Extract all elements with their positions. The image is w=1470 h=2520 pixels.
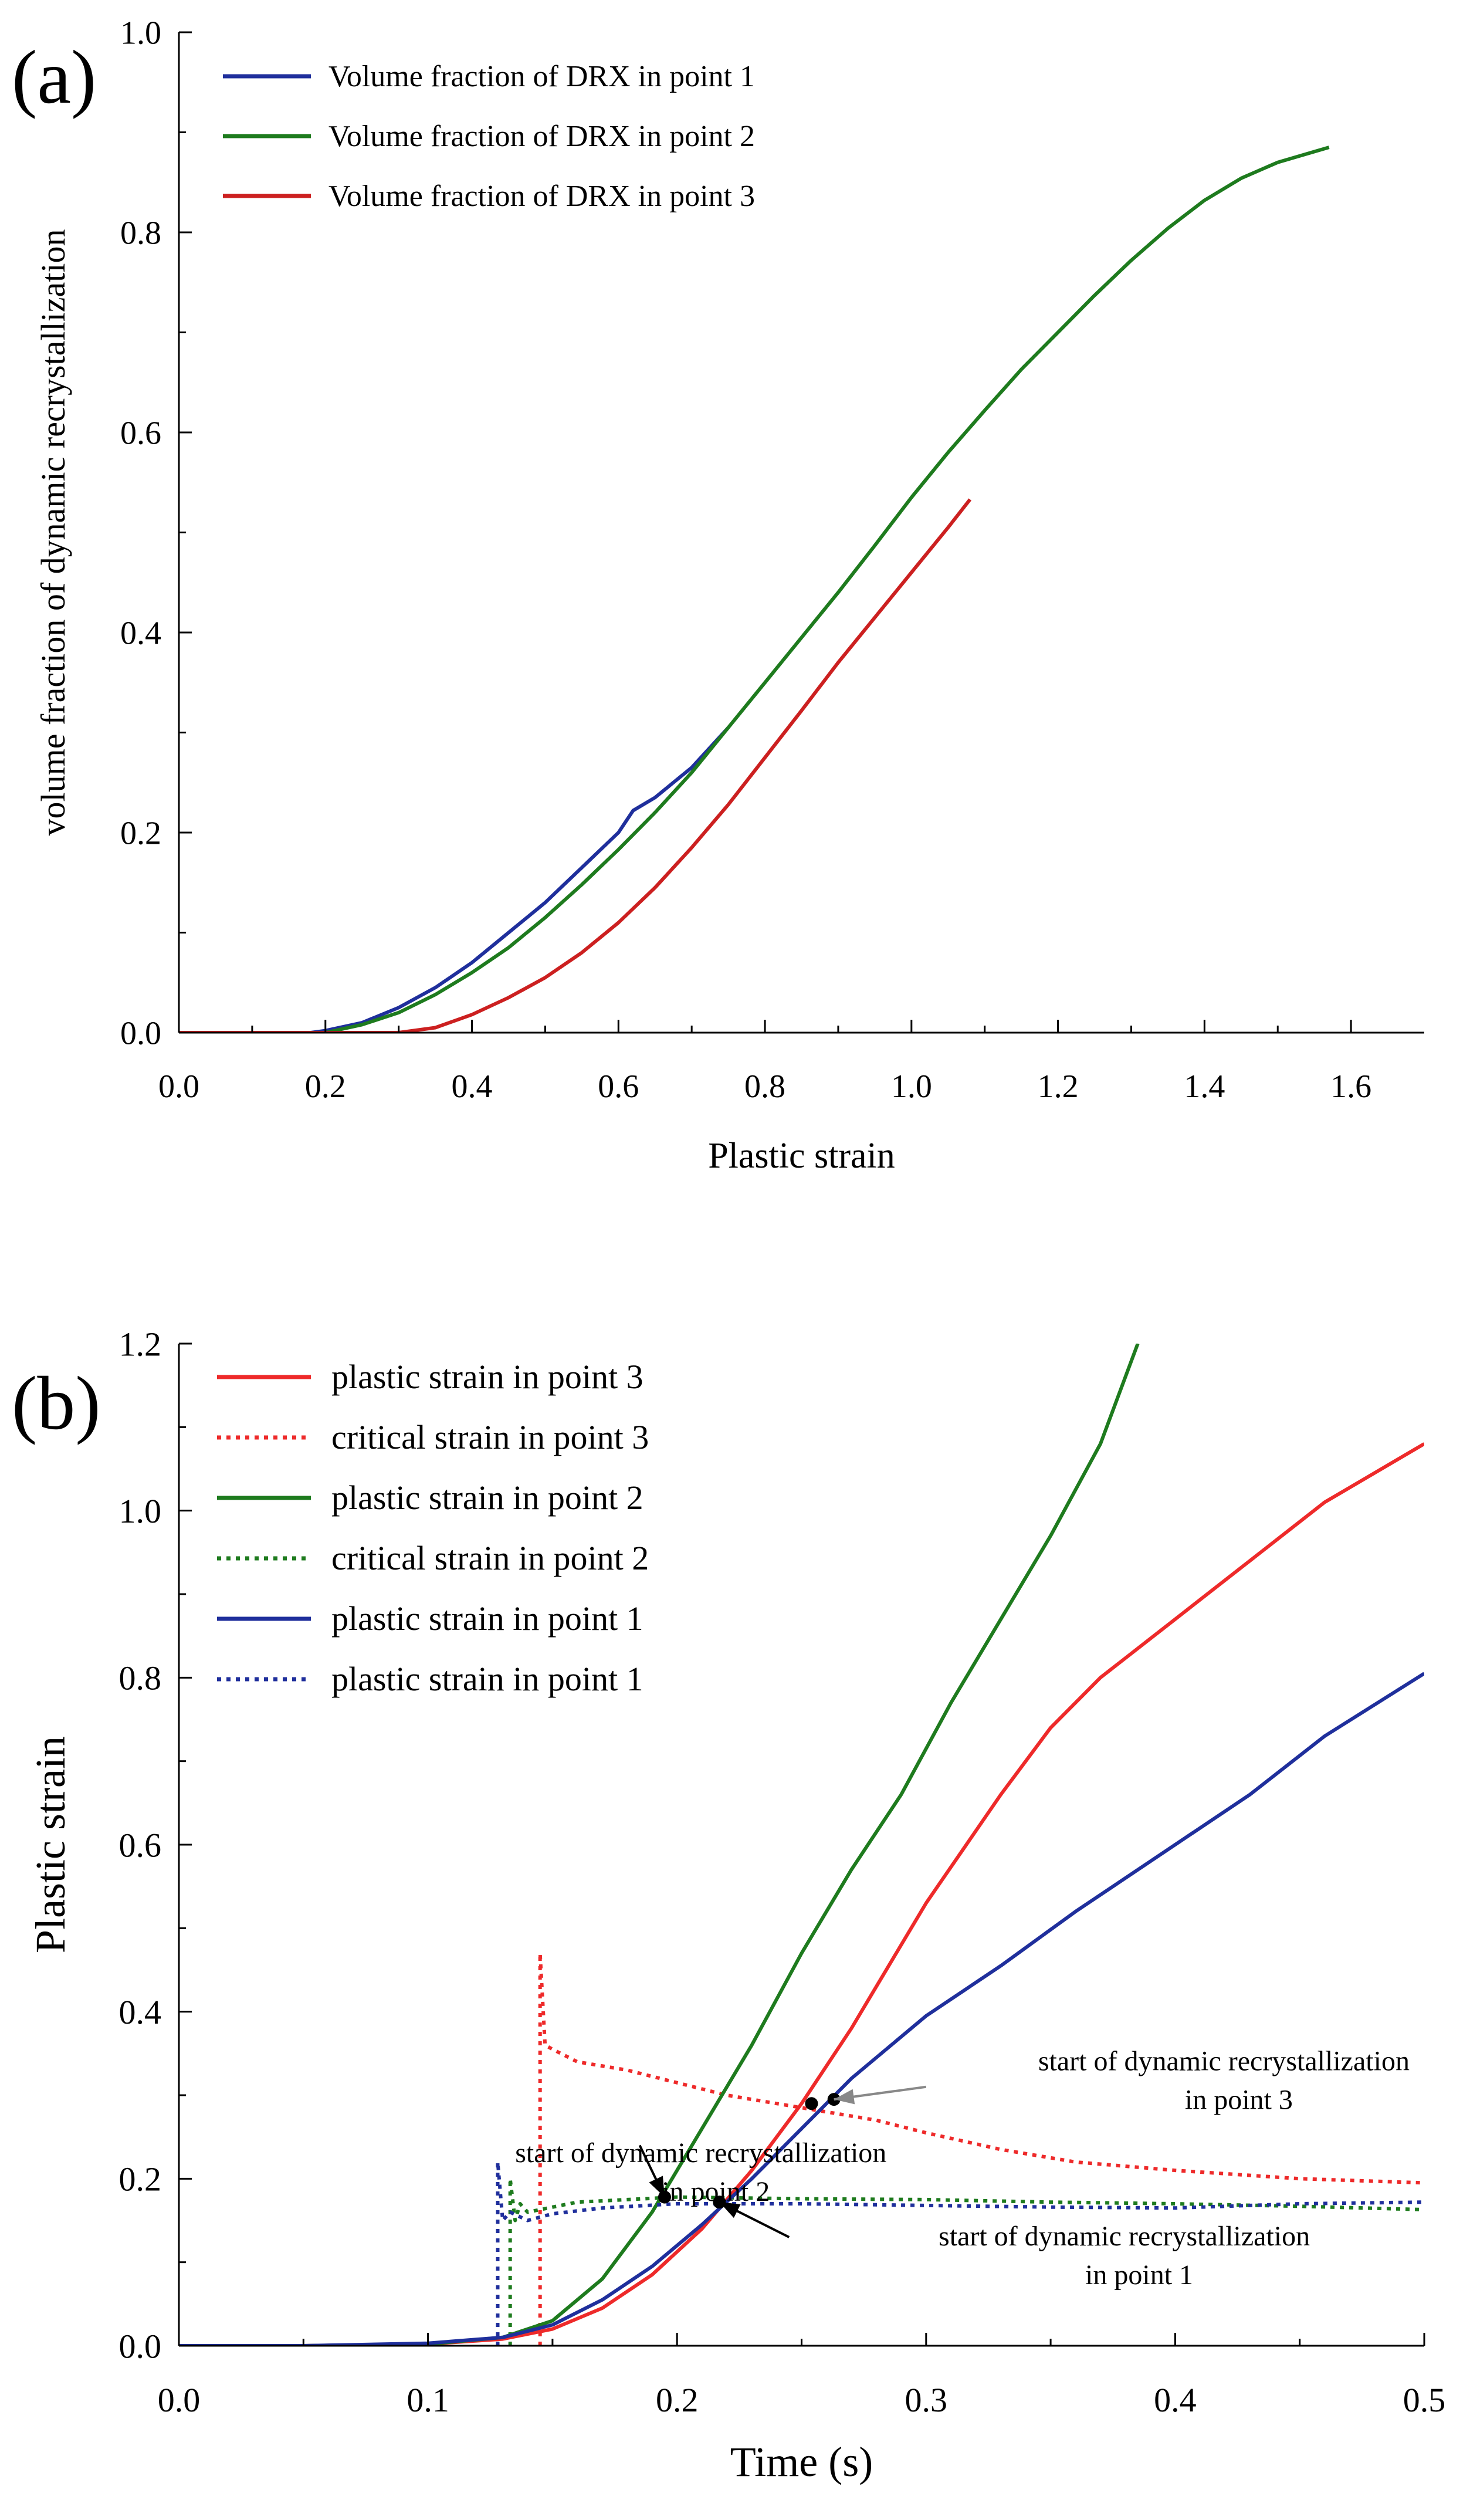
annotation-arrowhead <box>649 2176 665 2197</box>
series-line-1 <box>179 726 730 1033</box>
chart-panel-b: 0.0 0.1 0.2 0.3 0.4 0.5 0.0 0.2 0.4 0.6 0.8 1.0 1.2 T… <box>12 1325 1445 2485</box>
y-tick-label: 0.0 <box>120 1016 161 1052</box>
x-tick-label: 1.4 <box>1184 1068 1225 1105</box>
y-tick-label: 0.0 <box>119 2327 162 2365</box>
y-tick-label: 1.0 <box>119 1492 162 1530</box>
annotation-arrowhead <box>719 2202 741 2218</box>
legend-label: critical strain in point 3 <box>331 1418 649 1456</box>
x-tick-label: 0.8 <box>744 1068 785 1105</box>
annotation-text: in point 1 <box>1085 2259 1193 2291</box>
series-line-4 <box>508 2177 1424 2346</box>
y-tick-label: 0.6 <box>120 415 161 452</box>
x-tick-label: 0.6 <box>598 1068 639 1105</box>
x-tick-label: 0.2 <box>305 1068 346 1105</box>
annotation-text: start of dynamic recrystallization <box>1038 2045 1410 2076</box>
chart-panel-a: 0.0 0.2 0.4 0.6 0.8 1.0 1.2 1.4 1.6 0.0 0.2 0.4 0.6 0… <box>12 15 1424 1176</box>
series-line-2 <box>538 1951 1424 2346</box>
legend-label: Volume fraction of DRX in point 1 <box>328 60 755 93</box>
y-tick-label: 0.2 <box>119 2160 162 2198</box>
y-tick-label: 0.2 <box>120 816 161 852</box>
x-tick-label: 1.6 <box>1330 1068 1371 1105</box>
legend-label: plastic strain in point 3 <box>331 1358 643 1396</box>
x-tick-label: 1.0 <box>891 1068 932 1105</box>
y-tick-label: 0.6 <box>119 1826 162 1864</box>
annotation-text: in point 2 <box>662 2176 770 2207</box>
panel-label: (b) <box>12 1361 101 1446</box>
legend-label: plastic strain in point 1 <box>331 1660 643 1698</box>
x-tick-label: 1.2 <box>1038 1068 1079 1105</box>
x-tick-label: 0.4 <box>452 1068 493 1105</box>
annotation-text: start of dynamic recrystallization <box>515 2137 886 2169</box>
annotation-text: in point 3 <box>1185 2084 1293 2115</box>
series-line-2 <box>179 146 1330 1033</box>
y-axis-label: volume fraction of dynamic recrystalliza… <box>34 229 72 836</box>
series-line-3 <box>179 498 972 1033</box>
x-axis-label: Time (s) <box>730 2438 873 2485</box>
legend: Volume fraction of DRX in point 1 Volume … <box>223 60 755 213</box>
y-tick-label: 1.0 <box>120 15 161 52</box>
annotation-arrowhead <box>834 2089 855 2105</box>
x-tick-label: 0.4 <box>1154 2381 1197 2419</box>
series-line-6 <box>496 2160 1424 2346</box>
y-tick-label: 0.4 <box>120 615 161 652</box>
legend-label: Volume fraction of DRX in point 2 <box>328 120 755 153</box>
series-line-5 <box>179 1672 1424 2346</box>
y-tick-label: 0.8 <box>120 215 161 252</box>
x-tick-label: 0.1 <box>407 2381 449 2419</box>
y-tick-label: 0.8 <box>119 1659 162 1697</box>
x-tick-label: 0.0 <box>158 1068 199 1105</box>
legend-label: plastic strain in point 1 <box>331 1599 643 1638</box>
y-axis-label: Plastic strain <box>27 1736 74 1953</box>
legend-label: Volume fraction of DRX in point 3 <box>328 180 755 213</box>
legend: plastic strain in point 3 critical strain… <box>217 1358 649 1698</box>
y-tick-label: 1.2 <box>119 1325 162 1363</box>
series-line-1 <box>179 1442 1424 2346</box>
x-tick-label: 0.5 <box>1403 2381 1446 2419</box>
x-tick-label: 0.3 <box>905 2381 948 2419</box>
legend-label: critical strain in point 2 <box>331 1539 649 1577</box>
panel-label: (a) <box>12 35 96 120</box>
x-tick-label: 0.0 <box>158 2381 201 2419</box>
y-tick-label: 0.4 <box>119 1993 162 2031</box>
x-axis-label: Plastic strain <box>708 1136 895 1176</box>
annotation-text: start of dynamic recrystallization <box>939 2221 1310 2252</box>
x-tick-label: 0.2 <box>656 2381 699 2419</box>
legend-label: plastic strain in point 2 <box>331 1479 643 1517</box>
intersection-marker <box>805 2097 818 2110</box>
